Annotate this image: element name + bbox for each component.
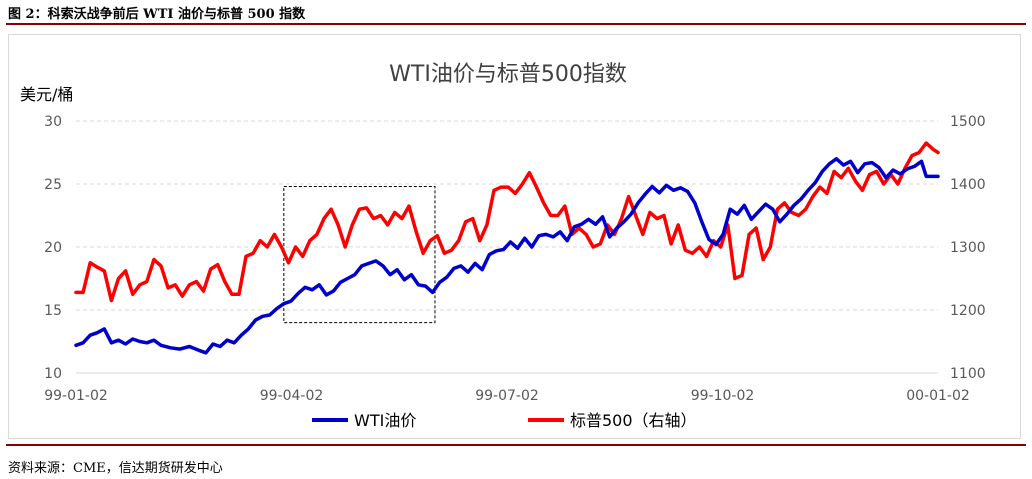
figure-caption: 图 2：科索沃战争前后 WTI 油价与标普 500 指数 [8,7,306,22]
x-tick-label: 99-04-02 [260,388,324,404]
y-right-tick-label: 1300 [950,240,986,256]
x-tick-label: 99-01-02 [44,388,108,404]
chart-title: WTI油价与标普500指数 [389,62,627,87]
y-left-tick-label: 10 [44,366,62,382]
source-note: 资料来源：CME，信达期货研发中心 [8,461,223,476]
bottom-rule [6,444,1026,446]
y-left-tick-label: 25 [44,177,62,193]
legend-label: 标普500（右轴） [570,411,697,430]
series-line-wti [74,157,940,355]
y-right-tick-label: 1400 [950,177,986,193]
legend-item-wti: WTI油价 [312,411,416,430]
x-tick-label: 99-10-02 [691,388,755,404]
x-tick-label: 99-07-02 [475,388,539,404]
y-left-tick-label: 15 [44,303,62,319]
legend-label: WTI油价 [354,411,416,430]
y-left-tick-label: 20 [44,240,62,256]
y-left-unit-label: 美元/桶 [20,85,73,104]
y-right-tick-label: 1500 [950,114,986,130]
top-rule [6,23,1026,25]
y-right-tick-label: 1100 [950,366,986,382]
y-right-tick-label: 1200 [950,303,986,319]
chart-frame [8,34,1021,439]
series-line-sp500 [74,141,940,303]
x-tick-label: 00-01-02 [906,388,970,404]
highlight-box [283,186,436,324]
legend-item-sp500: 标普500（右轴） [528,411,697,430]
y-left-tick-label: 30 [44,114,62,130]
